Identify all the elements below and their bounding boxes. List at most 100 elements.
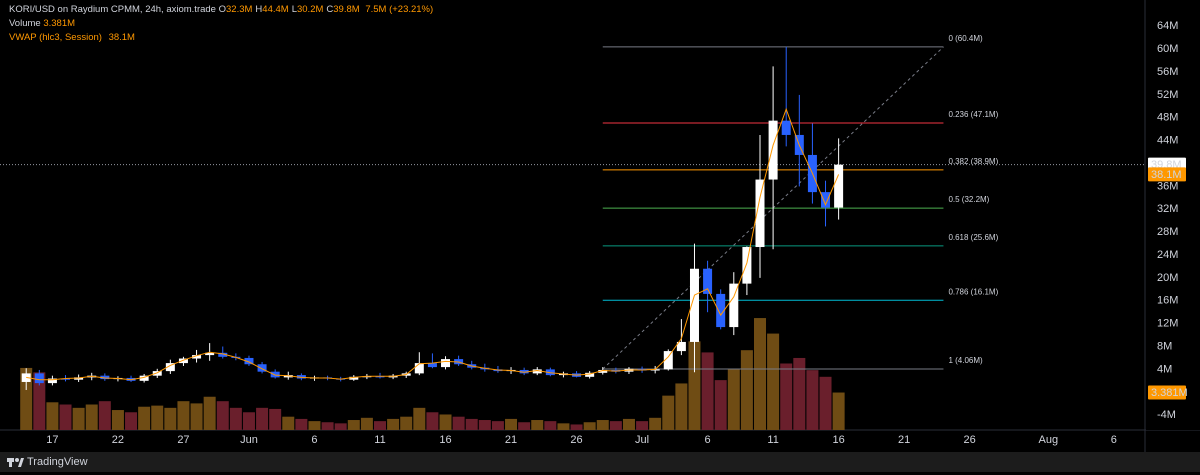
volume-value: 3.381M — [43, 18, 76, 29]
candle-body — [74, 377, 84, 380]
candle-body — [742, 247, 752, 284]
volume-bar — [701, 352, 714, 430]
axis-layer: 64M60M56M52M48M44M36M32M28M24M20M16M12M8… — [46, 0, 1200, 446]
volume-bar — [465, 418, 478, 430]
volume-bar — [583, 422, 596, 430]
fib-label: 0 (60.4M) — [948, 34, 983, 43]
x-tick-label: 26 — [964, 434, 976, 446]
volume-bar — [439, 414, 452, 430]
candle-body — [532, 369, 542, 374]
candle-body — [375, 376, 385, 378]
x-tick-label: 21 — [505, 434, 517, 446]
x-tick-label: Jun — [240, 434, 258, 446]
candle-body — [663, 351, 673, 370]
y-tick-label: 20M — [1157, 272, 1178, 284]
volume-bar — [242, 412, 255, 430]
legend-row: Volume 3.381M — [9, 17, 437, 31]
x-tick-label: 22 — [112, 434, 124, 446]
volume-bar — [321, 422, 334, 430]
volume-bar — [767, 333, 780, 430]
volume-bar — [98, 401, 111, 430]
candle-body — [441, 359, 451, 368]
candle-body — [676, 341, 686, 352]
background — [0, 0, 1200, 452]
y-tick-label: 36M — [1157, 180, 1178, 192]
volume-bar — [505, 418, 518, 430]
price-tag — [1148, 385, 1186, 400]
ohlc-key: O — [218, 4, 226, 15]
y-tick-label: 48M — [1157, 112, 1178, 124]
candle-body — [257, 364, 267, 372]
volume-bar — [216, 401, 229, 430]
y-tick-label: 64M — [1157, 20, 1178, 32]
candle-body — [834, 164, 844, 208]
candle-body — [61, 378, 71, 380]
candle-body — [768, 120, 778, 180]
volume-layer — [20, 318, 845, 430]
volume-bar — [151, 405, 164, 430]
chart: 0 (60.4M) 0.236 (47.1M) 0.382 (38.9M) 0.5 (… — [0, 0, 1200, 452]
ohlc-value: 39.8M — [333, 4, 360, 15]
y-tick-label: -4M — [1157, 409, 1176, 421]
ohlc-key: C — [326, 4, 334, 15]
volume-bar — [491, 421, 504, 430]
volume-bar — [229, 407, 242, 430]
y-tick-label: 4M — [1157, 363, 1172, 375]
ohlc-value: 32.3M — [226, 4, 253, 15]
ohlc-key: L — [291, 4, 297, 15]
fib-label: 0.236 (47.1M) — [948, 110, 998, 119]
price-tag — [1148, 167, 1186, 182]
candle-body — [244, 357, 254, 365]
y-tick-label: 12M — [1157, 318, 1178, 330]
x-tick-label: 6 — [311, 434, 317, 446]
volume-bar — [688, 341, 701, 430]
volume-bar — [649, 417, 662, 430]
candle-body — [703, 268, 713, 294]
fib-label: 0.382 (38.9M) — [948, 157, 998, 166]
volume-bar — [203, 396, 216, 430]
candle-body — [427, 363, 437, 368]
footer: TradingView — [0, 452, 1200, 472]
candle-body — [139, 375, 149, 381]
legend-row: VWAP (hlc3, Session) 38.1M — [9, 31, 437, 45]
x-tick-label: Aug — [1038, 434, 1058, 446]
ohlc-value: 44.4M — [262, 4, 289, 15]
candle-body — [414, 363, 424, 374]
fib-label: 0.786 (16.1M) — [948, 287, 998, 296]
candle-body — [598, 369, 608, 373]
volume-bar — [269, 408, 282, 430]
candle-body — [192, 355, 202, 359]
volume-name: Volume — [9, 18, 41, 29]
volume-bar — [387, 418, 400, 430]
volume-bar — [740, 350, 753, 430]
candle-body — [152, 371, 162, 376]
volume-bar — [557, 423, 570, 430]
volume-bar — [806, 370, 819, 430]
legend-row: KORI/USD on Raydium CPMM, 24h, axiom.tra… — [9, 3, 437, 17]
ohlc: O32.3M H44.4M L30.2M C39.8M — [219, 4, 363, 15]
x-tick-label: 16 — [832, 434, 844, 446]
candle-body — [585, 372, 595, 377]
candle-body — [47, 378, 57, 384]
volume-bar — [282, 416, 295, 430]
price-tag-label: 3.381M — [1151, 387, 1188, 399]
x-tick-label: 21 — [898, 434, 910, 446]
volume-bar — [413, 407, 426, 430]
volume-bar — [780, 363, 793, 430]
vwap-line — [26, 107, 840, 381]
volume-bar — [832, 392, 845, 430]
volume-bar — [819, 376, 832, 430]
candle-layer — [21, 46, 844, 390]
volume-bar — [793, 357, 806, 430]
candle-body — [545, 369, 555, 376]
brand: TradingView — [27, 456, 88, 468]
logo — [7, 458, 24, 467]
volume-bar — [164, 407, 177, 430]
volume-bar — [20, 367, 33, 430]
x-tick-label: 27 — [177, 434, 189, 446]
y-tick-label: 8M — [1157, 340, 1172, 352]
candle-body — [729, 283, 739, 328]
y-tick-label: 24M — [1157, 249, 1178, 261]
volume-bar — [596, 420, 609, 430]
